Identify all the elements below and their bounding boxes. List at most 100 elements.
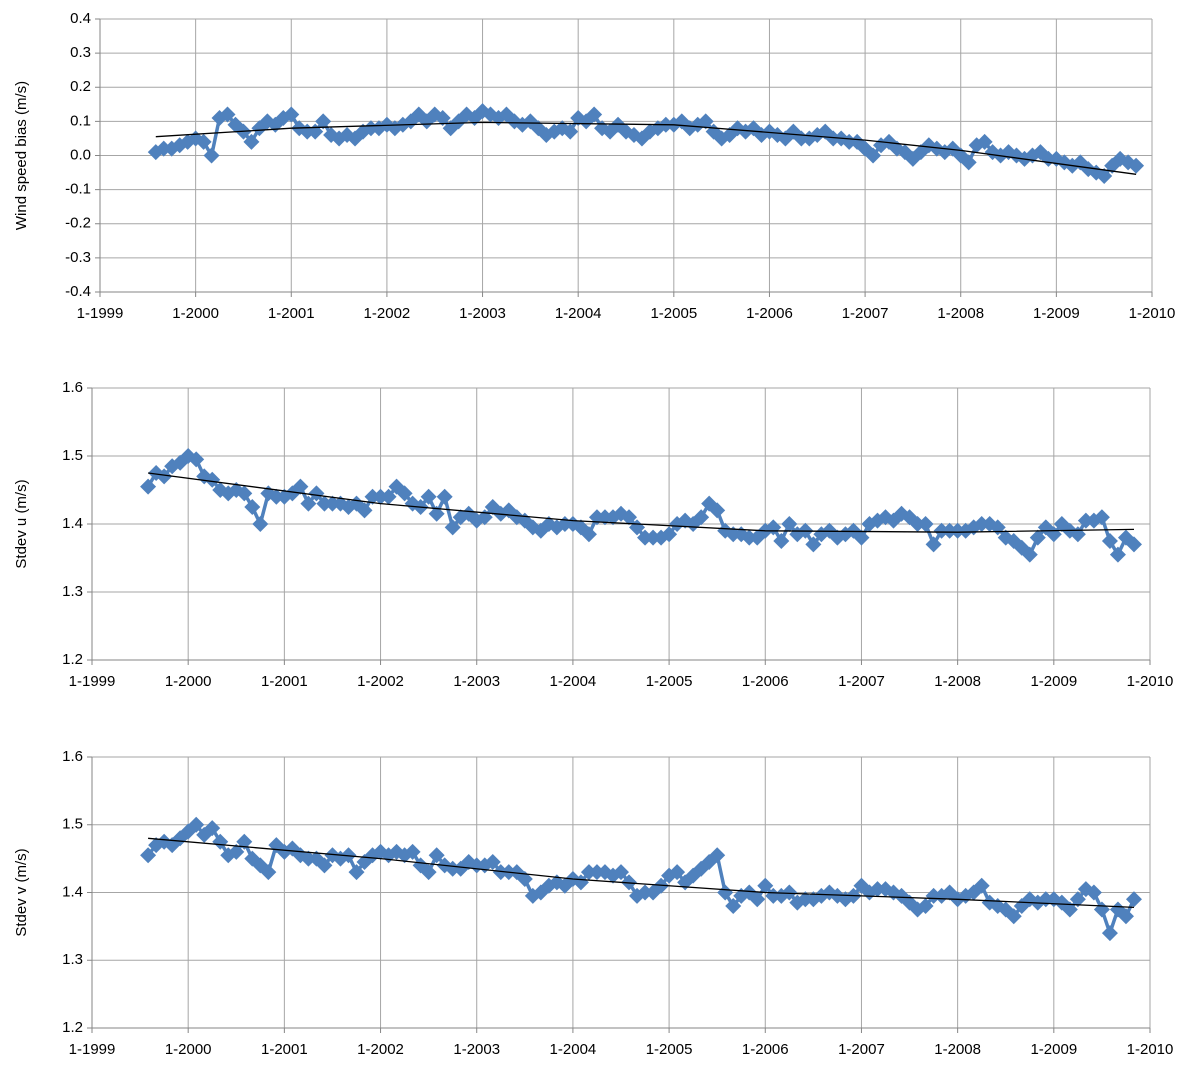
data-marker <box>260 864 277 881</box>
x-tick-label: 1-2005 <box>646 1041 693 1058</box>
data-marker <box>976 133 993 150</box>
data-marker <box>1117 908 1134 925</box>
data-marker <box>428 505 445 522</box>
x-tick-label: 1-2010 <box>1127 673 1174 690</box>
x-tick-label: 1-2003 <box>453 1041 500 1058</box>
data-marker <box>436 488 453 505</box>
data-marker <box>749 891 766 908</box>
data-marker <box>596 509 613 526</box>
data-marker <box>853 529 870 546</box>
data-marker <box>773 533 790 549</box>
data-marker <box>580 526 597 543</box>
y-tick-label: -0.2 <box>65 215 91 232</box>
data-marker <box>404 843 421 860</box>
x-tick-label: 1-2000 <box>165 1041 212 1058</box>
data-marker <box>588 864 605 881</box>
x-tick-label: 1-2000 <box>172 305 219 322</box>
data-marker <box>586 106 603 123</box>
x-tick-label: 1-2010 <box>1129 305 1176 322</box>
data-marker <box>300 850 317 867</box>
data-marker <box>484 854 501 871</box>
x-tick-label: 1-2004 <box>550 1041 597 1058</box>
data-marker <box>396 485 413 502</box>
data-marker <box>1029 529 1046 546</box>
y-tick-label: 0.2 <box>70 78 91 95</box>
chart-panel: -0.4 -0.3 -0.2 -0.1 0.0 0.1 0.2 0.3 0.4 1-1999 1-2… <box>13 10 1175 322</box>
x-tick-label: 1-2009 <box>1033 305 1080 322</box>
data-marker <box>725 526 742 543</box>
data-marker <box>797 891 814 908</box>
data-marker <box>1093 901 1110 918</box>
trend-line <box>148 472 1135 533</box>
x-tick-label: 1-2005 <box>650 305 697 322</box>
data-marker <box>693 509 710 526</box>
x-tick-label: 1-2010 <box>1127 1041 1174 1058</box>
data-marker <box>1077 512 1094 529</box>
x-tick-label: 1-2009 <box>1030 1041 1077 1058</box>
data-marker <box>869 881 886 898</box>
x-tick-label: 1-2006 <box>742 673 789 690</box>
y-tick-label: 1.6 <box>62 748 83 765</box>
x-tick-label: 1-2007 <box>838 673 885 690</box>
chart-panel: 1.2 1.3 1.4 1.5 1.6 1-1999 1-2000 1-2001 1-2002 1… <box>13 379 1173 690</box>
data-marker <box>637 529 654 546</box>
data-marker <box>434 109 451 126</box>
x-tick-label: 1-2008 <box>934 1041 981 1058</box>
data-marker <box>243 133 260 150</box>
data-marker <box>1096 167 1113 184</box>
x-tick-label: 1-2001 <box>261 673 308 690</box>
data-marker <box>580 864 597 881</box>
y-axis-title: Stdev u (m/s) <box>13 479 30 568</box>
y-tick-label: 1.5 <box>62 816 83 833</box>
data-marker <box>809 127 826 144</box>
data-marker <box>637 884 654 901</box>
data-marker <box>917 516 934 532</box>
data-marker <box>669 864 686 881</box>
data-marker <box>765 887 782 904</box>
x-tick-label: 1-2002 <box>364 305 411 322</box>
data-marker <box>188 816 205 833</box>
x-tick-label: 1-2006 <box>746 305 793 322</box>
data-marker <box>709 847 726 864</box>
data-marker <box>1005 908 1022 925</box>
x-tick-label: 1-2004 <box>550 673 597 690</box>
x-tick-label: 1-2009 <box>1030 673 1077 690</box>
data-marker <box>324 495 341 512</box>
data-marker <box>941 522 958 539</box>
y-tick-label: 1.4 <box>62 515 83 532</box>
y-axis-title: Wind speed bias (m/s) <box>13 81 30 230</box>
trend-line <box>155 121 1137 175</box>
data-marker <box>380 488 397 505</box>
x-tick-label: 1-2005 <box>646 673 693 690</box>
data-marker <box>909 516 926 532</box>
data-marker <box>188 451 205 468</box>
data-marker <box>613 864 629 881</box>
y-tick-label: 0.1 <box>70 112 91 129</box>
data-marker <box>244 499 261 515</box>
x-tick-label: 1-2008 <box>937 305 984 322</box>
data-marker <box>372 488 389 505</box>
x-tick-label: 1-1999 <box>69 1041 116 1058</box>
data-line <box>146 823 1136 935</box>
data-marker <box>1085 884 1102 901</box>
data-marker <box>364 488 381 505</box>
y-tick-label: 1.5 <box>62 447 83 464</box>
data-marker <box>236 485 253 502</box>
x-tick-label: 1-2008 <box>934 673 981 690</box>
data-marker <box>203 147 220 164</box>
data-marker <box>420 864 437 881</box>
y-tick-label: 1.3 <box>62 951 83 968</box>
data-marker <box>781 516 798 532</box>
y-tick-label: 1.2 <box>62 1019 83 1036</box>
data-marker <box>219 106 236 123</box>
x-tick-label: 1-2002 <box>357 673 404 690</box>
trend-line <box>148 837 1135 909</box>
x-tick-label: 1-2004 <box>555 305 602 322</box>
data-marker <box>204 820 221 837</box>
x-tick-label: 1-2002 <box>357 1041 404 1058</box>
data-marker <box>621 509 638 526</box>
data-marker <box>444 519 461 536</box>
data-marker <box>562 123 579 140</box>
data-marker <box>420 488 437 505</box>
